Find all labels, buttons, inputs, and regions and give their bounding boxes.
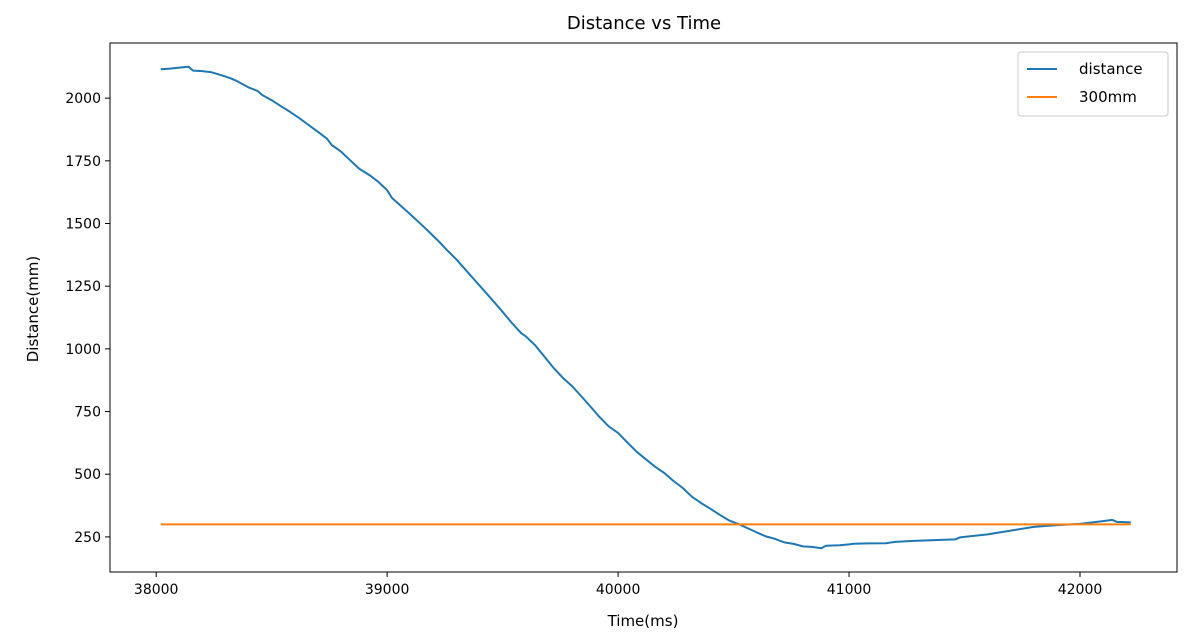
- x-tick-label: 39000: [365, 582, 410, 598]
- legend-label: 300mm: [1079, 88, 1137, 106]
- x-tick-label: 38000: [134, 582, 179, 598]
- y-tick-label: 1500: [65, 217, 101, 233]
- legend: distance 300mm: [1017, 51, 1169, 117]
- y-tick-label: 2000: [65, 91, 101, 107]
- plot-area: [160, 65, 1131, 550]
- y-tick-label: 1750: [65, 154, 101, 170]
- x-tick-label: 40000: [596, 582, 641, 598]
- y-tick-label: 500: [74, 467, 101, 483]
- x-tick-label: 41000: [827, 582, 872, 598]
- y-tick-label: 1000: [65, 342, 101, 358]
- plot-frame: [109, 42, 1178, 573]
- y-axis-label: Distance(mm): [24, 256, 42, 363]
- y-tick-label: 1250: [65, 279, 101, 295]
- y-tick-label: 750: [74, 405, 101, 421]
- series-line-distance: [160, 65, 1131, 550]
- x-axis-label: Time(ms): [607, 612, 679, 630]
- x-tick-label: 42000: [1058, 582, 1103, 598]
- legend-label: distance: [1079, 60, 1143, 78]
- y-tick-label: 250: [74, 530, 101, 546]
- chart-title: Distance vs Time: [567, 13, 721, 34]
- x-axis: 38000 39000 40000 41000 42000: [134, 572, 1102, 598]
- y-axis: 250 500 750 1000 1250 1500 1750 2000: [65, 91, 110, 546]
